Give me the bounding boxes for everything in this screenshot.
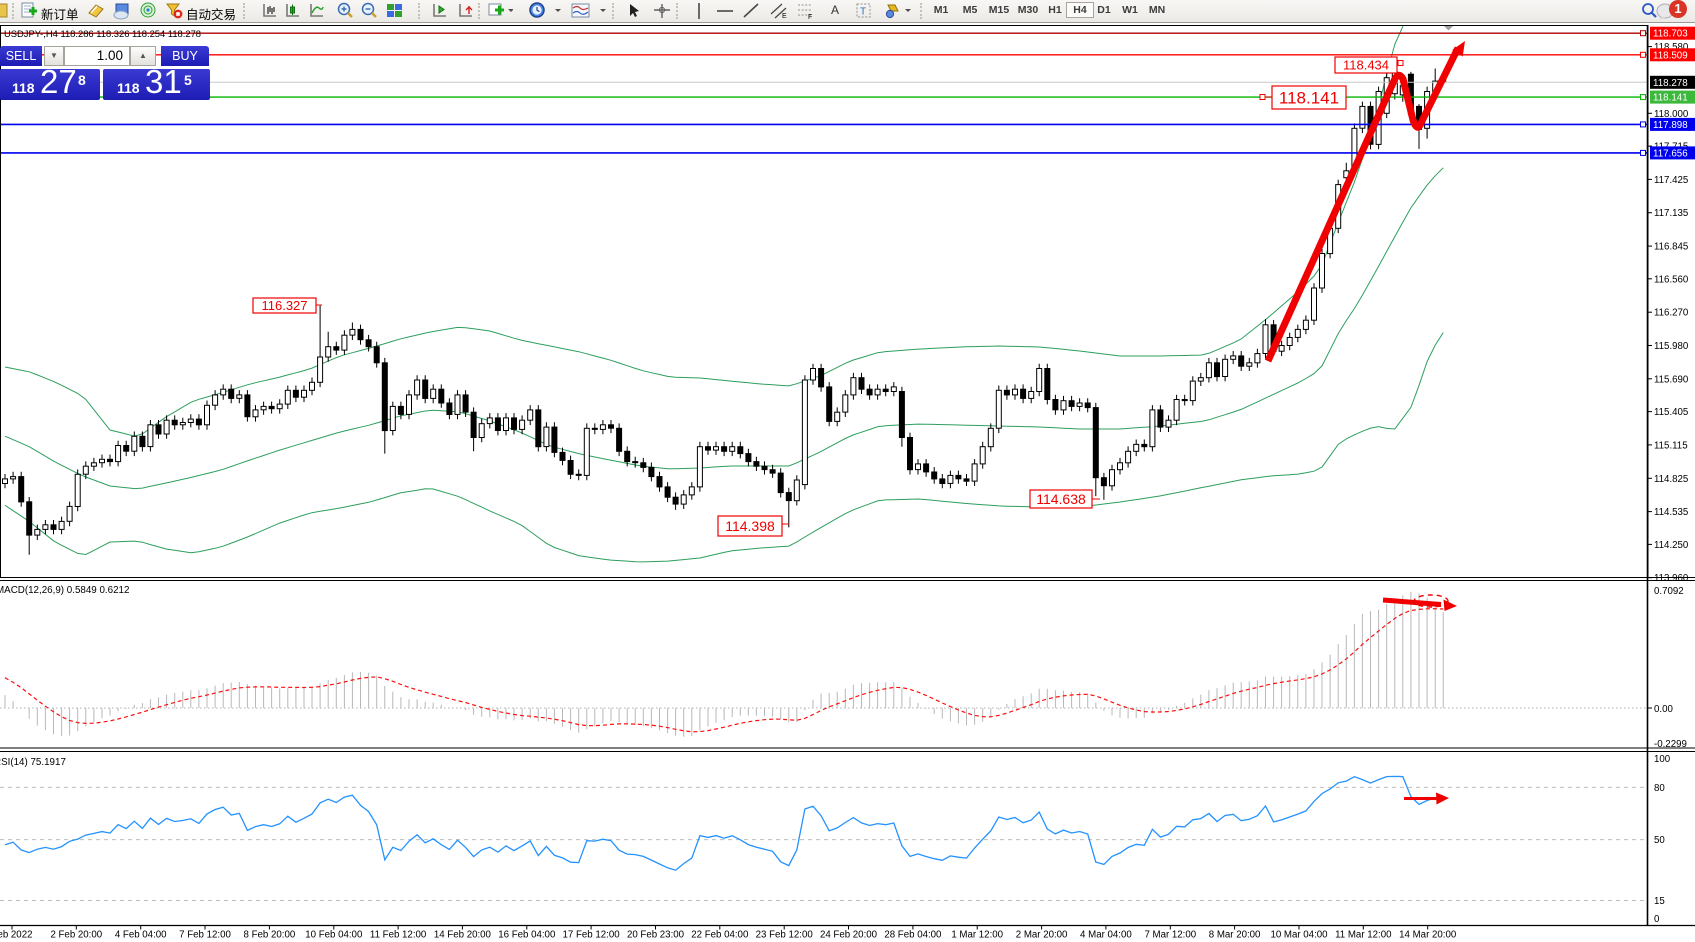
svg-text:117.898: 117.898 — [1653, 120, 1688, 131]
svg-text:T: T — [860, 7, 866, 18]
svg-text:118.434: 118.434 — [1343, 58, 1389, 73]
svg-text:24 Feb 20:00: 24 Feb 20:00 — [820, 930, 878, 941]
svg-text:115.980: 115.980 — [1654, 341, 1689, 352]
svg-text:8 Feb 20:00: 8 Feb 20:00 — [244, 930, 296, 941]
svg-text:11 Mar 12:00: 11 Mar 12:00 — [1335, 930, 1392, 941]
svg-text:117.425: 117.425 — [1654, 175, 1688, 186]
svg-text:113.960: 113.960 — [1654, 573, 1689, 584]
svg-text:2 Feb 20:00: 2 Feb 20:00 — [50, 930, 102, 941]
svg-text:0.7092: 0.7092 — [1654, 586, 1684, 597]
svg-text:115.405: 115.405 — [1654, 407, 1688, 418]
svg-text:116.845: 116.845 — [1654, 242, 1688, 253]
svg-text:-0.2299: -0.2299 — [1654, 739, 1687, 750]
svg-text:80: 80 — [1654, 783, 1665, 794]
svg-text:MACD(12,26,9) 0.5849 0.6212: MACD(12,26,9) 0.5849 0.6212 — [0, 585, 129, 596]
svg-text:114.250: 114.250 — [1654, 540, 1689, 551]
svg-text:2 Mar 20:00: 2 Mar 20:00 — [1016, 930, 1068, 941]
svg-text:114.535: 114.535 — [1654, 507, 1688, 518]
svg-text:1 Mar 12:00: 1 Mar 12:00 — [951, 930, 1003, 941]
svg-text:F: F — [808, 14, 812, 20]
svg-text:15: 15 — [1654, 896, 1665, 907]
svg-text:E: E — [782, 13, 787, 20]
svg-text:116.327: 116.327 — [261, 298, 307, 313]
svg-text:7 Mar 12:00: 7 Mar 12:00 — [1144, 930, 1196, 941]
svg-text:117.656: 117.656 — [1653, 148, 1688, 159]
svg-text:118.580: 118.580 — [1654, 42, 1689, 53]
svg-text:115.115: 115.115 — [1654, 440, 1688, 451]
svg-text:10 Mar 04:00: 10 Mar 04:00 — [1270, 930, 1328, 941]
svg-text:118.141: 118.141 — [1653, 93, 1688, 104]
svg-text:14 Mar 20:00: 14 Mar 20:00 — [1399, 930, 1457, 941]
svg-text:10 Feb 04:00: 10 Feb 04:00 — [305, 930, 363, 941]
svg-text:118.509: 118.509 — [1653, 50, 1688, 61]
svg-text:7 Feb 12:00: 7 Feb 12:00 — [179, 930, 231, 941]
svg-text:118.141: 118.141 — [1279, 89, 1339, 108]
svg-text:4 Feb 04:00: 4 Feb 04:00 — [115, 930, 167, 941]
svg-text:23 Feb 12:00: 23 Feb 12:00 — [756, 930, 814, 941]
svg-text:115.690: 115.690 — [1654, 374, 1689, 385]
svg-text:20 Feb 23:00: 20 Feb 23:00 — [627, 930, 685, 941]
svg-text:USDJPY-,H4 118.286 118.326 11: USDJPY-,H4 118.286 118.326 118.254 118.2… — [4, 28, 201, 39]
svg-text:117.135: 117.135 — [1654, 208, 1688, 219]
svg-text:114.398: 114.398 — [725, 518, 775, 534]
svg-text:16 Feb 04:00: 16 Feb 04:00 — [498, 930, 556, 941]
svg-text:Feb 2022: Feb 2022 — [0, 930, 32, 941]
svg-text:22 Feb 04:00: 22 Feb 04:00 — [691, 930, 749, 941]
svg-text:14 Feb 20:00: 14 Feb 20:00 — [434, 930, 492, 941]
svg-text:28 Feb 04:00: 28 Feb 04:00 — [884, 930, 942, 941]
svg-text:0.00: 0.00 — [1654, 704, 1673, 715]
svg-text:118.000: 118.000 — [1654, 109, 1689, 120]
svg-text:0: 0 — [1654, 914, 1660, 925]
svg-text:116.560: 116.560 — [1654, 274, 1689, 285]
svg-text:RSI(14) 75.1917: RSI(14) 75.1917 — [0, 757, 66, 768]
svg-text:118.278: 118.278 — [1653, 78, 1688, 89]
svg-text:17 Feb 12:00: 17 Feb 12:00 — [563, 930, 621, 941]
svg-text:114.638: 114.638 — [1036, 491, 1086, 507]
svg-text:118.703: 118.703 — [1653, 29, 1688, 40]
svg-text:116.270: 116.270 — [1654, 308, 1689, 319]
svg-text:4 Mar 04:00: 4 Mar 04:00 — [1080, 930, 1132, 941]
svg-text:50: 50 — [1654, 835, 1665, 846]
svg-text:114.825: 114.825 — [1654, 474, 1688, 485]
svg-text:8 Mar 20:00: 8 Mar 20:00 — [1209, 930, 1261, 941]
svg-text:100: 100 — [1654, 754, 1671, 765]
svg-text:11 Feb 12:00: 11 Feb 12:00 — [370, 930, 427, 941]
